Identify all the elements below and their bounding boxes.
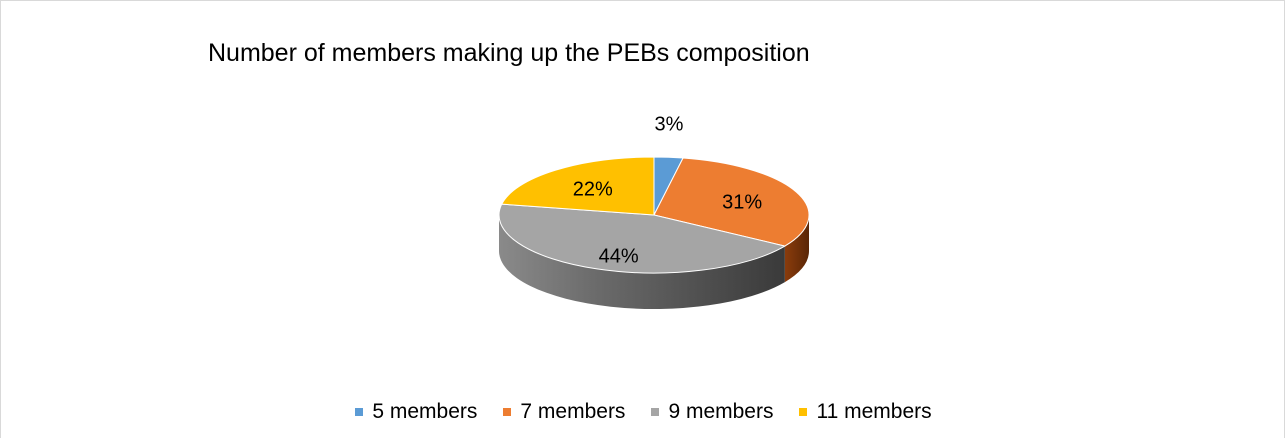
legend-swatch-7-members bbox=[503, 408, 512, 416]
legend-label: 5 members bbox=[372, 400, 478, 423]
legend-item-9-members: 9 members bbox=[651, 400, 773, 424]
legend-item-5-members: 5 members bbox=[355, 400, 477, 424]
chart-title: Number of members making up the PEBs com… bbox=[208, 39, 810, 67]
data-label-7-members: 31% bbox=[722, 192, 762, 214]
legend-label: 11 members bbox=[816, 400, 932, 423]
legend: 5 members 7 members 9 members 11 members bbox=[1, 397, 1285, 427]
data-label-11-members: 22% bbox=[573, 178, 613, 200]
legend-swatch-5-members bbox=[355, 408, 364, 416]
legend-label: 7 members bbox=[520, 400, 626, 423]
data-label-9-members: 44% bbox=[599, 245, 639, 267]
legend-item-7-members: 7 members bbox=[503, 400, 625, 424]
pie-side-9-members bbox=[499, 215, 785, 309]
pie-slice-9-members bbox=[498, 203, 787, 274]
pie-slice-11-members bbox=[500, 156, 655, 216]
pie-labels: 3% 31% 44% 22% bbox=[573, 113, 763, 267]
pie-tops bbox=[498, 156, 810, 274]
legend-item-11-members: 11 members bbox=[799, 400, 932, 424]
legend-swatch-9-members bbox=[651, 408, 660, 416]
data-label-5-members: 3% bbox=[655, 113, 684, 135]
legend-swatch-11-members bbox=[799, 408, 808, 416]
legend-label: 9 members bbox=[668, 400, 774, 423]
